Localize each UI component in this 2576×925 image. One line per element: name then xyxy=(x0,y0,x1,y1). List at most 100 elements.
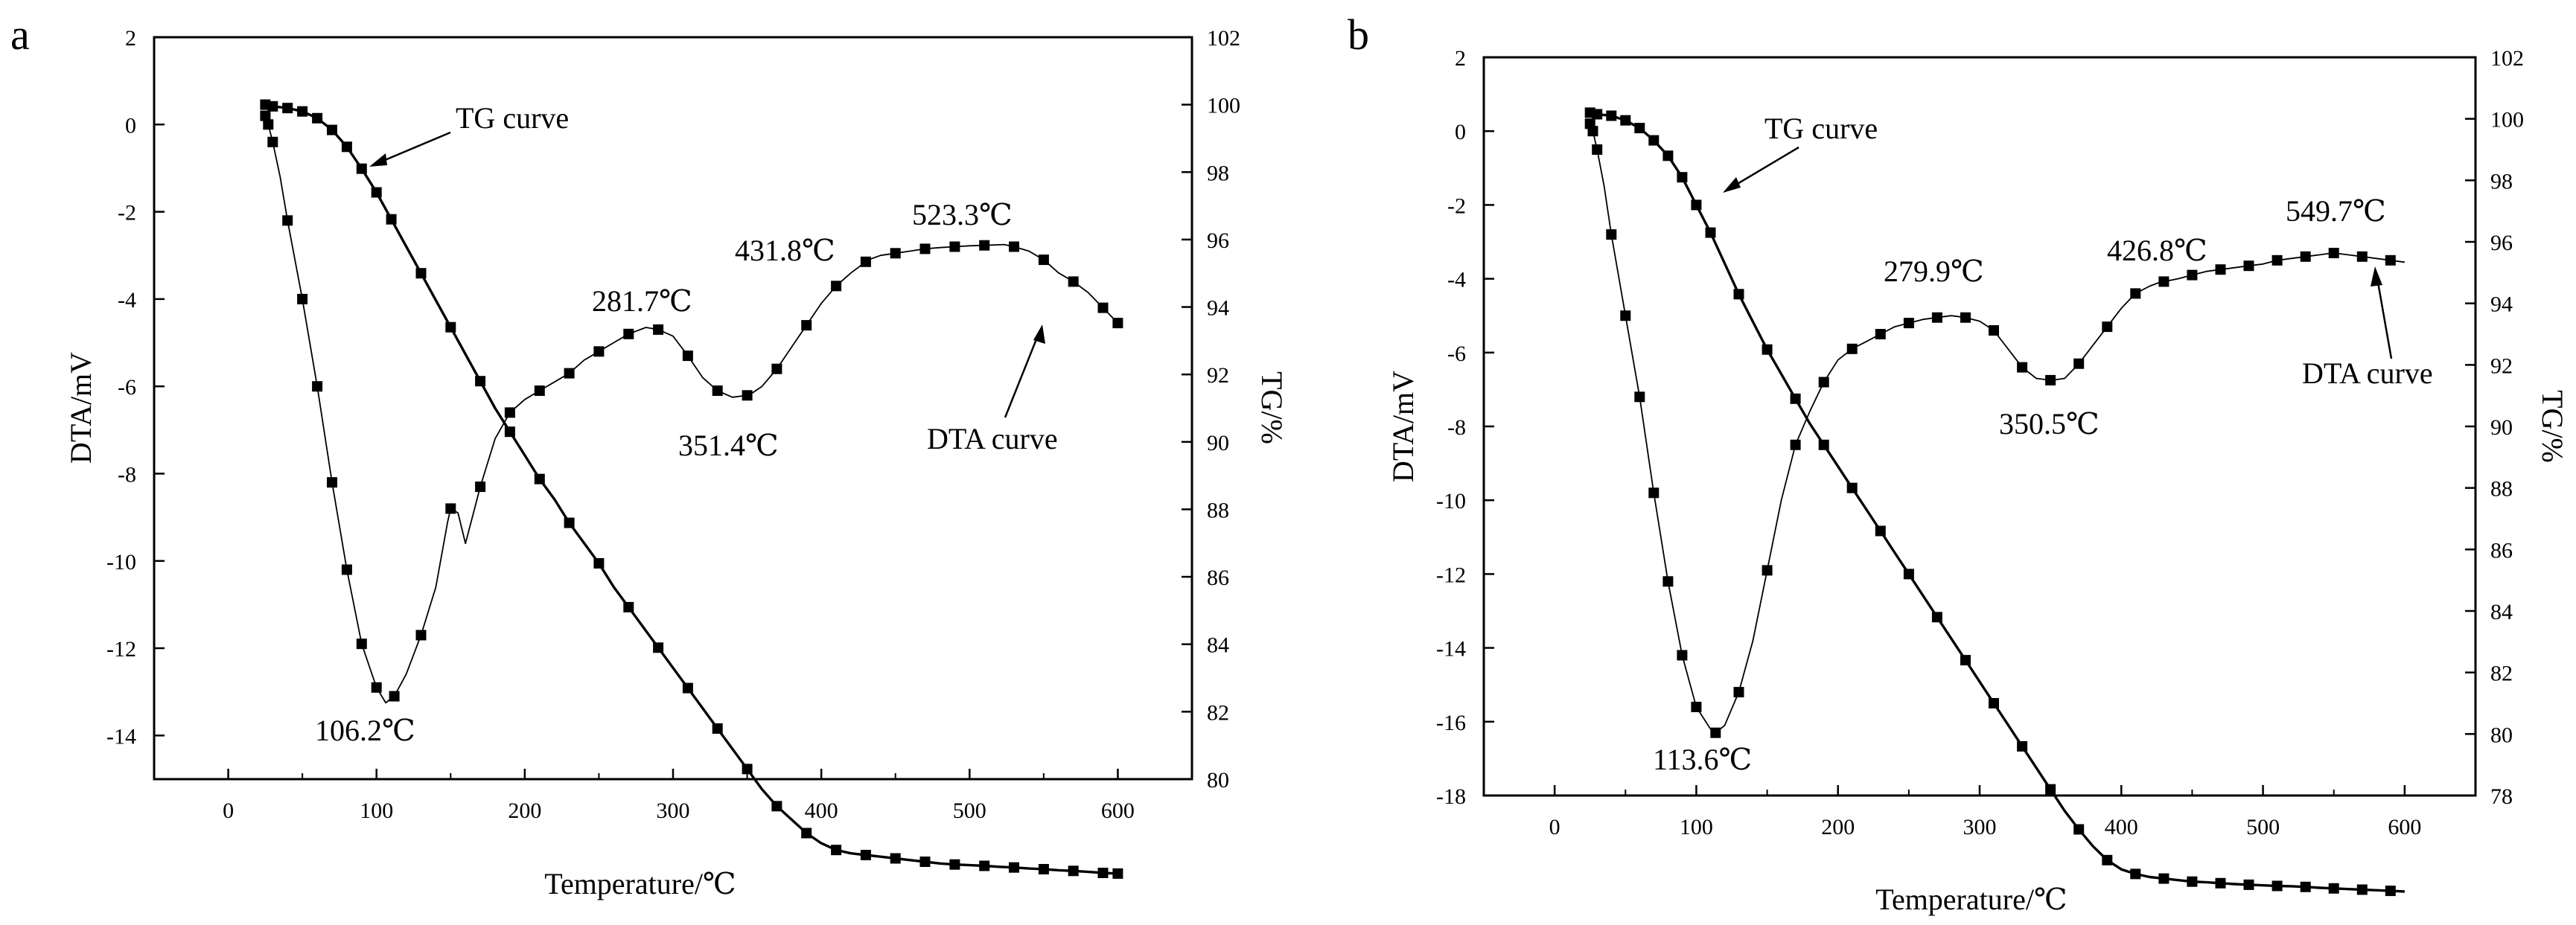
dta-data-point xyxy=(260,110,271,121)
right-tick-label: 82 xyxy=(1207,700,1229,725)
dta-data-point xyxy=(1710,727,1721,738)
tg-data-point xyxy=(1009,862,1019,873)
right-tick-label: 98 xyxy=(1207,161,1229,185)
tg-data-point xyxy=(1903,569,1914,580)
dta-data-point xyxy=(1038,255,1049,266)
right-tick-label: 82 xyxy=(2490,662,2513,686)
dta-data-point xyxy=(2300,251,2311,262)
tg-data-point xyxy=(1592,109,1603,120)
tg-data-point xyxy=(327,124,337,135)
tg-data-point xyxy=(475,376,486,387)
dta-data-point xyxy=(742,390,753,401)
right-tick-label: 92 xyxy=(1207,363,1229,388)
x-tick-label: 100 xyxy=(1680,815,1713,839)
left-tick-label: -6 xyxy=(1447,342,1466,366)
panel-b-peak-426-label: 426.8℃ xyxy=(2107,234,2207,267)
left-tick-label: -8 xyxy=(118,462,136,487)
dta-data-point xyxy=(415,630,427,641)
tg-data-point xyxy=(890,853,901,864)
dta-data-point xyxy=(2102,321,2113,333)
dta-data-point xyxy=(327,477,337,488)
tg-data-point xyxy=(564,517,575,528)
panel-b-right-axis-title: TG/% xyxy=(2536,390,2569,463)
panel-a-peak-106-label: 106.2℃ xyxy=(315,714,415,747)
x-tick-label: 500 xyxy=(953,798,986,823)
left-tick-label: 0 xyxy=(125,113,136,138)
x-tick-label: 300 xyxy=(657,798,690,823)
dta-data-point xyxy=(267,136,278,147)
dta-data-point xyxy=(979,240,990,251)
tg-data-point xyxy=(1648,135,1660,146)
dta-data-point xyxy=(2130,288,2141,299)
dta-data-point xyxy=(371,682,382,693)
tg-data-point xyxy=(1068,865,1079,877)
dta-data-point xyxy=(356,638,367,650)
x-tick-label: 100 xyxy=(360,798,393,823)
right-tick-label: 100 xyxy=(1207,94,1240,118)
tg-data-point xyxy=(2158,873,2169,884)
left-tick-label: -8 xyxy=(1447,415,1466,440)
right-tick-label: 96 xyxy=(1207,228,1229,253)
left-tick-label: -12 xyxy=(1436,563,1466,587)
dta-data-point xyxy=(1592,144,1603,155)
panel-b-right-ticks: 102 100 98 96 94 92 90 88 86 84 82 80 78 xyxy=(2465,46,2524,809)
tg-data-point xyxy=(1931,612,1942,623)
right-tick-label: 86 xyxy=(2490,538,2513,563)
dta-data-point xyxy=(2215,264,2226,275)
tg-data-point xyxy=(1733,289,1744,300)
tg-data-point xyxy=(2356,884,2368,895)
tg-data-point xyxy=(267,100,278,112)
dta-curve-line xyxy=(264,115,1119,704)
dta-data-point xyxy=(2271,255,2283,266)
panel-a-peak-523-label: 523.3℃ xyxy=(912,198,1013,231)
right-tick-label: 96 xyxy=(2490,231,2513,255)
dta-data-point xyxy=(2017,362,2028,373)
dta-data-point xyxy=(890,248,901,259)
tg-data-point xyxy=(282,103,293,114)
tg-data-point xyxy=(1691,199,1702,211)
panel-b-series xyxy=(1584,107,2406,897)
dta-data-point xyxy=(682,351,693,362)
panel-a-dta-arrow-line xyxy=(1004,331,1041,418)
dta-data-point xyxy=(1989,325,1999,336)
x-tick-label: 200 xyxy=(1821,815,1855,839)
dta-data-point xyxy=(389,691,400,702)
tg-data-point xyxy=(2130,868,2141,880)
tg-data-point xyxy=(371,187,382,198)
left-tick-label: -10 xyxy=(106,550,136,574)
panel-b-dta-arrow-line xyxy=(2375,273,2393,359)
tg-data-point xyxy=(919,857,931,867)
tg-data-point xyxy=(682,682,693,694)
dta-data-point xyxy=(282,215,293,226)
dta-data-point xyxy=(475,481,486,493)
dta-data-point xyxy=(312,381,323,392)
panel-a-x-ticks: 0 100 200 300 400 500 600 xyxy=(153,769,1135,823)
dta-data-point xyxy=(1691,702,1702,712)
tg-data-point xyxy=(831,845,842,856)
tg-data-point xyxy=(2385,886,2396,897)
tg-data-point xyxy=(1960,655,1971,666)
dta-data-point xyxy=(1606,229,1617,240)
dta-data-point xyxy=(1068,276,1079,287)
right-tick-label: 98 xyxy=(2490,169,2513,193)
panel-a-right-axis-title: TG/% xyxy=(1255,371,1289,444)
right-tick-label: 90 xyxy=(2490,415,2513,440)
tg-data-point xyxy=(979,860,990,871)
panel-b-tg-arrow-head xyxy=(1723,177,1741,193)
panel-a-tg-arrow-head xyxy=(369,153,387,167)
tg-data-point xyxy=(623,601,634,612)
panel-a-tg-arrow-line xyxy=(374,131,451,166)
panel-a-letter: a xyxy=(10,10,30,59)
tg-data-point xyxy=(2073,824,2085,835)
tg-data-point xyxy=(504,426,515,438)
right-tick-label: 78 xyxy=(2490,784,2513,809)
left-tick-label: -14 xyxy=(106,724,136,749)
left-tick-label: -12 xyxy=(106,637,136,662)
dta-data-point xyxy=(653,324,664,335)
right-tick-label: 102 xyxy=(2490,46,2524,71)
dta-data-point xyxy=(1587,126,1598,137)
right-tick-label: 80 xyxy=(1207,768,1229,793)
dta-data-point xyxy=(1112,318,1123,329)
tg-data-point xyxy=(534,473,545,484)
left-tick-label: -2 xyxy=(1447,193,1466,218)
